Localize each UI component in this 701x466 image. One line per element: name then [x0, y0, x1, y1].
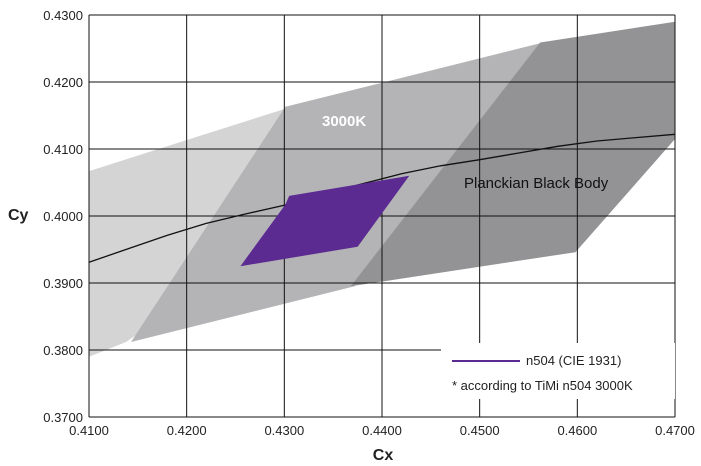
y-tick-label: 0.4200	[43, 75, 83, 90]
legend-label-n504: n504 (CIE 1931)	[526, 353, 621, 368]
legend: n504 (CIE 1931) * according to TiMi n504…	[441, 343, 675, 399]
x-tick-label: 0.4100	[69, 423, 109, 438]
legend-footnote: * according to TiMi n504 3000K	[452, 378, 633, 393]
x-tick-label: 0.4500	[460, 423, 500, 438]
region-label-3000k: 3000K	[322, 113, 366, 130]
y-tick-label: 0.4300	[43, 8, 83, 23]
x-tick-label: 0.4300	[264, 423, 304, 438]
series-layer	[88, 133, 676, 267]
planckian-curve-label: Planckian Black Body	[464, 175, 609, 192]
x-tick-label: 0.4600	[557, 423, 597, 438]
series-n504-region	[240, 175, 410, 267]
y-tick-label: 0.4100	[43, 142, 83, 157]
y-tick-label: 0.3900	[43, 276, 83, 291]
series-planckian-curve	[88, 133, 676, 263]
y-tick-label: 0.3700	[43, 410, 83, 425]
y-tick-label: 0.3800	[43, 343, 83, 358]
x-tick-label: 0.4400	[362, 423, 402, 438]
x-tick-label: 0.4700	[655, 423, 695, 438]
legend-box	[441, 343, 675, 399]
region-band-1	[89, 106, 292, 357]
x-axis-title: Cx	[373, 447, 394, 464]
y-tick-label: 0.4000	[43, 209, 83, 224]
ticks-layer: 0.4100 0.4200 0.4300 0.4400 0.4500 0.4600 0.47…	[43, 8, 695, 438]
y-axis-title: Cy	[8, 207, 29, 224]
x-tick-label: 0.4200	[167, 423, 207, 438]
